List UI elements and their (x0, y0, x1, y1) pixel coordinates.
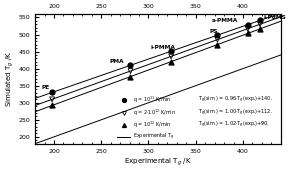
Point (169, 50, 173, 53)
Point (215, 38, 220, 41)
Point (50, 104, 54, 107)
Text: i-PMMA: i-PMMA (150, 45, 175, 50)
Point (245, 23, 250, 26)
Point (50, 91, 54, 94)
Text: q = 10$^{11}$ K/min: q = 10$^{11}$ K/min (133, 95, 172, 105)
Text: q = 2·10$^{12}$ K/min: q = 2·10$^{12}$ K/min (133, 108, 176, 118)
Point (245, 27, 250, 30)
Point (245, 32, 250, 35)
Text: T$_g$(sim.) = 1.00·T$_g$(exp.)+112.: T$_g$(sim.) = 1.00·T$_g$(exp.)+112. (199, 108, 274, 118)
Text: q = 10$^{12}$ K/min: q = 10$^{12}$ K/min (133, 120, 172, 130)
Point (169, 60, 173, 63)
Text: T$_g$(sim.) = 0.96·T$_g$(exp.)+140.: T$_g$(sim.) = 0.96·T$_g$(exp.)+140. (199, 95, 274, 105)
Point (128, 70, 133, 72)
X-axis label: Experimental T$_g$ /K: Experimental T$_g$ /K (124, 156, 192, 168)
Y-axis label: Simulated T$_g$ /K: Simulated T$_g$ /K (4, 51, 16, 107)
Text: T$_g$(sim.) = 1.02·T$_g$(exp.)+90.: T$_g$(sim.) = 1.02·T$_g$(exp.)+90. (199, 120, 270, 130)
Text: PE: PE (42, 85, 50, 90)
Text: Experimental T$_g$: Experimental T$_g$ (133, 132, 174, 142)
Text: PS: PS (210, 29, 218, 34)
Text: PMA: PMA (110, 59, 124, 64)
Point (128, 64, 133, 67)
Text: s-PMMA: s-PMMA (212, 18, 238, 23)
Point (50, 98, 54, 101)
Point (258, 28, 262, 30)
Point (258, 23, 262, 26)
Point (258, 19, 262, 22)
Text: i-PαMS: i-PαMS (264, 15, 286, 20)
Point (169, 55, 173, 58)
Point (215, 43, 220, 46)
Point (128, 75, 133, 78)
Point (215, 34, 220, 36)
